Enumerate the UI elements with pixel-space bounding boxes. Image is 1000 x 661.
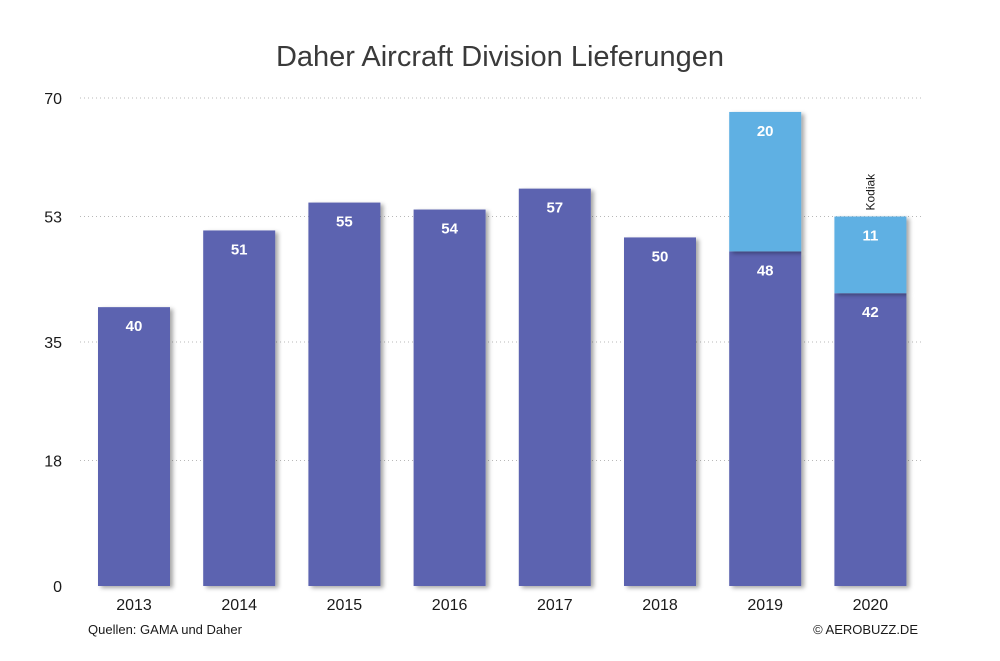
bar-2017-series-1 xyxy=(518,188,591,586)
y-tick-label: 35 xyxy=(44,335,62,352)
y-tick-label: 0 xyxy=(53,579,62,596)
bar-2016-series-1 xyxy=(413,209,486,587)
data-label: 20 xyxy=(757,123,774,140)
bar-2020-series-2 xyxy=(834,216,907,294)
data-labels: 40 51 55 54 57 50 48 20 42 11 xyxy=(126,123,879,335)
bars xyxy=(98,111,907,587)
bar-2019-series-2 xyxy=(729,111,802,252)
bar-2018-series-1 xyxy=(624,237,696,586)
data-label: 11 xyxy=(862,228,878,245)
data-label: 57 xyxy=(546,200,563,217)
y-tick-label: 18 xyxy=(44,454,62,471)
x-tick-label: 2016 xyxy=(432,597,468,614)
data-label: 40 xyxy=(126,318,143,335)
x-tick-label: 2014 xyxy=(221,597,257,614)
data-label: 51 xyxy=(231,241,248,258)
x-tick-label: 2020 xyxy=(853,597,889,614)
bar-2020-series-1 xyxy=(834,293,907,586)
x-tick-label: 2018 xyxy=(642,597,678,614)
source-note: Quellen: GAMA und Daher xyxy=(88,622,243,637)
x-tick-label: 2017 xyxy=(537,597,573,614)
bar-2015-series-1 xyxy=(308,202,381,587)
data-label: 42 xyxy=(862,304,879,321)
annotation-kodiak: Kodiak xyxy=(863,173,877,211)
y-tick-label: 70 xyxy=(44,91,62,108)
credit-note: © AEROBUZZ.DE xyxy=(813,622,918,637)
x-tick-label: 2013 xyxy=(116,597,152,614)
bar-2014-series-1 xyxy=(203,230,276,586)
data-label: 48 xyxy=(757,262,774,279)
y-axis-ticks: 0 18 35 53 70 xyxy=(44,91,62,596)
bar-2013-series-1 xyxy=(98,307,170,586)
chart-title: Daher Aircraft Division Lieferungen xyxy=(276,41,724,73)
x-tick-label: 2015 xyxy=(327,597,363,614)
data-label: 55 xyxy=(336,214,353,231)
y-tick-label: 53 xyxy=(44,210,62,227)
x-axis-ticks: 2013 2014 2015 2016 2017 2018 2019 2020 xyxy=(116,597,888,614)
x-tick-label: 2019 xyxy=(747,597,783,614)
data-label: 50 xyxy=(652,248,669,265)
bar-2019-series-1 xyxy=(729,251,802,586)
data-label: 54 xyxy=(441,221,458,238)
